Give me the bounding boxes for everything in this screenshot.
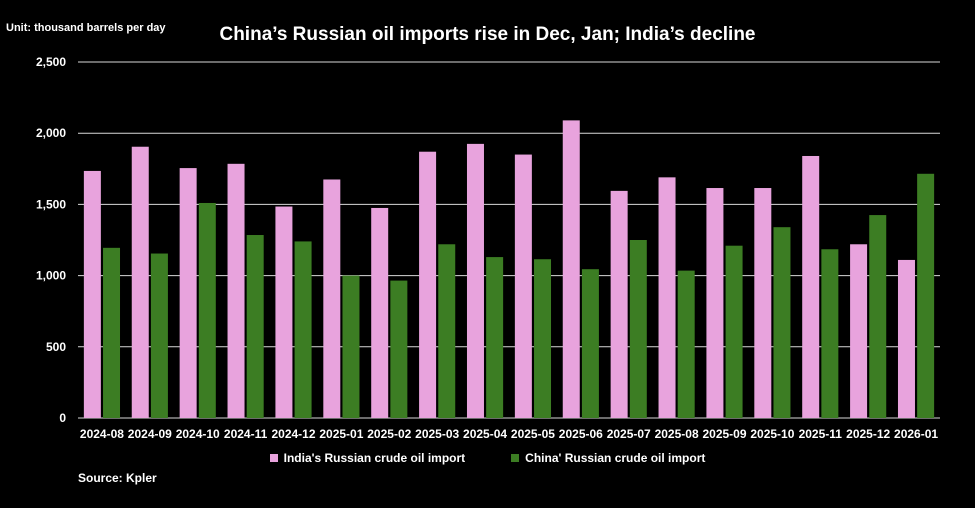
bar-india	[897, 259, 915, 418]
x-axis-ticks: 2024-08 2024-09 2024-10 2024-11 2024-12 2025-…	[80, 427, 938, 441]
source-note: Source: Kpler	[78, 471, 157, 485]
x-tick-label: 2025-06	[559, 427, 603, 441]
y-tick-label: 1,500	[36, 197, 66, 211]
bar-india	[227, 163, 245, 418]
x-tick-label: 2024-12	[271, 427, 315, 441]
x-tick-label: 2025-03	[415, 427, 459, 441]
bar-india	[466, 143, 484, 418]
bar-china	[390, 280, 408, 418]
x-tick-label: 2025-07	[607, 427, 651, 441]
bar-china	[198, 202, 216, 418]
bar-india	[83, 170, 101, 418]
y-tick-label: 1,000	[36, 269, 66, 283]
bar-china	[581, 269, 599, 418]
bar-china	[773, 227, 791, 418]
bar-china	[629, 240, 647, 418]
bar-india	[658, 177, 676, 418]
y-tick-label: 2,000	[36, 126, 66, 140]
x-tick-label: 2026-01	[894, 427, 938, 441]
legend-swatch-india	[269, 454, 278, 462]
unit-label: Unit: thousand barrels per day	[6, 22, 166, 34]
bar-india	[706, 188, 724, 418]
bar-china	[677, 270, 695, 418]
legend-item-india: India's Russian crude oil import	[269, 451, 466, 465]
x-tick-label: 2025-08	[655, 427, 699, 441]
bar-china	[917, 173, 935, 418]
bar-india	[850, 244, 868, 418]
bar-china	[534, 259, 552, 418]
x-tick-label: 2025-01	[319, 427, 363, 441]
bar-india	[131, 146, 149, 418]
bar-china	[438, 244, 456, 418]
legend-label-india: India's Russian crude oil import	[283, 451, 466, 465]
x-tick-label: 2024-10	[176, 427, 220, 441]
bar-india	[514, 154, 532, 418]
x-tick-label: 2025-10	[750, 427, 794, 441]
x-tick-label: 2025-12	[846, 427, 890, 441]
bar-china	[821, 249, 839, 418]
gridlines	[78, 61, 940, 419]
bar-china	[342, 275, 360, 418]
x-tick-label: 2025-09	[702, 427, 746, 441]
x-tick-label: 2024-08	[80, 427, 124, 441]
bar-india	[562, 120, 580, 418]
bar-china	[150, 253, 168, 418]
bar-india	[323, 179, 341, 418]
legend-item-china: China' Russian crude oil import	[511, 451, 705, 465]
bar-india	[802, 155, 820, 418]
bar-china	[246, 235, 264, 418]
legend-swatch-china	[511, 454, 520, 462]
y-tick-label: 500	[46, 340, 66, 354]
x-tick-label: 2024-11	[224, 427, 268, 441]
legend: India's Russian crude oil import China' …	[0, 451, 975, 465]
legend-label-china: China' Russian crude oil import	[525, 451, 706, 465]
chart-title: China’s Russian oil imports rise in Dec,…	[219, 24, 756, 45]
bar-china	[725, 245, 743, 418]
bar-china	[869, 215, 887, 418]
bar-india	[179, 168, 197, 418]
bar-china	[103, 247, 121, 418]
x-tick-label: 2024-09	[128, 427, 172, 441]
bar-india	[371, 207, 389, 418]
bar-china	[294, 241, 312, 418]
x-tick-label: 2025-11	[799, 427, 843, 441]
x-tick-label: 2025-04	[463, 427, 507, 441]
bar-india	[610, 190, 628, 418]
y-tick-label: 0	[59, 411, 66, 425]
x-tick-label: 2025-05	[511, 427, 555, 441]
y-axis-ticks: 0 500 1,000 1,500 2,000 2,500	[36, 55, 66, 425]
bar-india	[275, 206, 293, 418]
bar-india	[754, 188, 772, 418]
bars	[83, 120, 935, 418]
bar-india	[419, 151, 437, 418]
bar-china	[486, 257, 504, 418]
x-tick-label: 2025-02	[367, 427, 411, 441]
y-tick-label: 2,500	[36, 55, 66, 69]
